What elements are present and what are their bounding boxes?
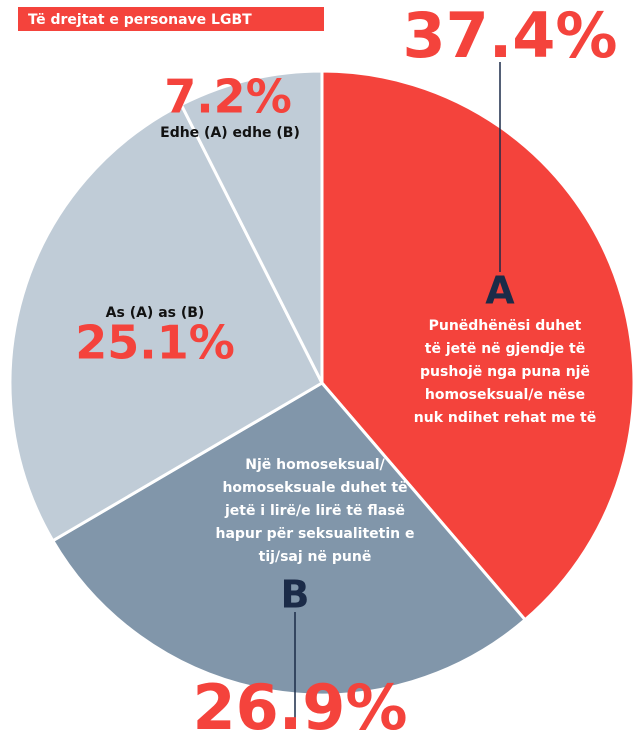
slice-description: pushojë nga puna një <box>420 364 590 380</box>
slice-description: hapur për seksualitetin e <box>216 526 415 542</box>
slice-description: homoseksual/e nëse <box>425 387 585 403</box>
slice-description: tij/saj në punë <box>259 549 372 565</box>
slice-description: nuk ndihet rehat me të <box>414 410 596 426</box>
pie-slice <box>8 102 324 543</box>
value-label: 26.9% <box>192 671 407 738</box>
slice-description: jetë i lirë/e lirë të flasë <box>224 503 405 519</box>
slice-description: Punëdhënësi duhet <box>429 318 582 334</box>
slice-description: Një homoseksual/ <box>245 457 385 473</box>
value-label: 37.4% <box>402 0 617 72</box>
value-label: 25.1% <box>75 316 235 370</box>
pie-slice <box>179 69 324 384</box>
slice-description: të jetë në gjendje të <box>425 341 585 357</box>
pie-slice <box>50 381 528 697</box>
pie-slice <box>320 69 635 622</box>
title-box <box>18 7 324 31</box>
chart-title: Të drejtat e personave LGBT <box>28 12 252 28</box>
slice-letter: B <box>281 573 310 617</box>
slice-description: Edhe (A) edhe (B) <box>160 125 300 141</box>
slice-letter: A <box>485 269 515 313</box>
value-label: 7.2% <box>164 70 292 124</box>
slice-description: As (A) as (B) <box>106 305 205 321</box>
slice-description: homoseksuale duhet të <box>222 480 407 496</box>
